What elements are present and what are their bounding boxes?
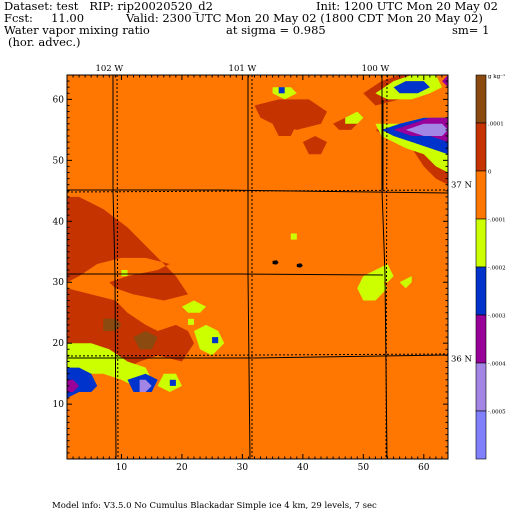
axis-tick-labels: 10 20 30 40 50 60 10 20 30 40 50 60 (53, 95, 430, 473)
contour-region (181, 300, 207, 313)
x-tick-label: 50 (358, 463, 370, 473)
boundary-line (67, 189, 449, 194)
contour-region (103, 318, 122, 331)
axis-ticks (66, 74, 449, 460)
contour-region (139, 379, 152, 392)
fcst-line: Fcst: 11.00 (4, 11, 85, 25)
colorbar-label: -.0004 (488, 362, 506, 368)
colorbar-band (475, 122, 487, 172)
colorbar-band (475, 266, 487, 316)
advec-line: (hor. advec.) (8, 35, 81, 49)
contour-region (302, 136, 327, 155)
contour-region (133, 331, 158, 350)
contour-region (272, 117, 297, 136)
colorbar: g kg⁻¹ .0001 0 -.0001 -.0002 -.0003 -.0004 -.00… (475, 73, 506, 460)
contour-region (254, 99, 327, 130)
init-line: Init: 1200 UTC Mon 20 May 02 (316, 0, 498, 13)
contour-region (290, 233, 297, 240)
contour-region (393, 81, 430, 94)
boundary-lines (67, 75, 449, 460)
colorbar-label: .0001 (488, 122, 504, 128)
longitude-label: 102 W (95, 64, 123, 74)
y-tick-label: 60 (53, 95, 65, 105)
y-tick-label: 40 (53, 217, 65, 227)
colorbar-label: -.0003 (488, 314, 506, 320)
x-tick-label: 10 (116, 463, 128, 473)
y-tick-label: 50 (53, 156, 65, 166)
contour-region (157, 373, 182, 392)
boundary-line (381, 75, 388, 460)
contour-region (169, 379, 176, 386)
colorbar-band (475, 410, 487, 460)
contour-regions (67, 75, 448, 398)
y-tick-label: 30 (53, 278, 65, 288)
colorbar-band (475, 314, 487, 364)
colorbar-label: -.0002 (488, 266, 506, 272)
contour-region (345, 111, 364, 124)
dataset-line: Dataset: test RIP: rip20020520_d2 (4, 0, 213, 13)
boundary-line (67, 354, 449, 359)
y-tick-label: 20 (53, 339, 65, 349)
field-line: Water vapor mixing ratio (4, 23, 150, 37)
colorbar-label: -.0001 (488, 218, 506, 224)
colorbar-band (475, 170, 487, 220)
colorbar-band (475, 218, 487, 268)
sigma-line: at sigma = 0.985 (226, 23, 326, 37)
latitude-line (66, 189, 449, 193)
contour-region (67, 312, 80, 331)
plot-frame (66, 74, 449, 460)
contour-region (121, 270, 128, 277)
x-tick-label: 20 (176, 463, 188, 473)
colorbar-band (475, 74, 487, 124)
colorbar-label: 0 (488, 170, 492, 176)
boundary-line (112, 75, 117, 460)
x-tick-label: 40 (297, 463, 309, 473)
longitude-line (116, 74, 119, 460)
contour-region (67, 379, 80, 392)
contour-region (188, 318, 194, 325)
lat-lon-lines (66, 74, 449, 460)
latitude-line (66, 353, 449, 357)
latitude-label: 37 N (451, 181, 473, 191)
contour-region (399, 276, 412, 289)
longitude-line (385, 74, 388, 460)
contour-region (296, 263, 303, 268)
longitude-label: 101 W (229, 64, 257, 74)
contour-region (212, 337, 219, 344)
y-tick-label: 10 (53, 400, 65, 410)
boundary-line (67, 273, 384, 276)
longitude-label: 100 W (362, 64, 390, 74)
boundary-line (247, 75, 251, 460)
contour-region (405, 123, 448, 136)
x-tick-label: 30 (237, 463, 249, 473)
sm-line: sm= 1 (452, 23, 490, 37)
colorbar-label: g kg⁻¹ (488, 73, 505, 80)
contour-region (278, 87, 285, 94)
valid-line: Valid: 2300 UTC Mon 20 May 02 (1800 CDT … (126, 11, 483, 25)
contour-region (67, 196, 188, 301)
x-tick-label: 60 (418, 463, 430, 473)
footer-model-info: Model info: V3.5.0 No Cumulus Blackadar … (52, 501, 377, 511)
geo-labels: 102 W 101 W 100 W 37 N 36 N (95, 64, 472, 364)
latitude-label: 36 N (451, 354, 473, 364)
colorbar-label: -.0005 (488, 410, 506, 416)
colorbar-band (475, 362, 487, 412)
contour-region (357, 270, 388, 301)
contour-region (442, 75, 448, 88)
contour-region (194, 324, 225, 356)
contour-region (272, 260, 279, 265)
